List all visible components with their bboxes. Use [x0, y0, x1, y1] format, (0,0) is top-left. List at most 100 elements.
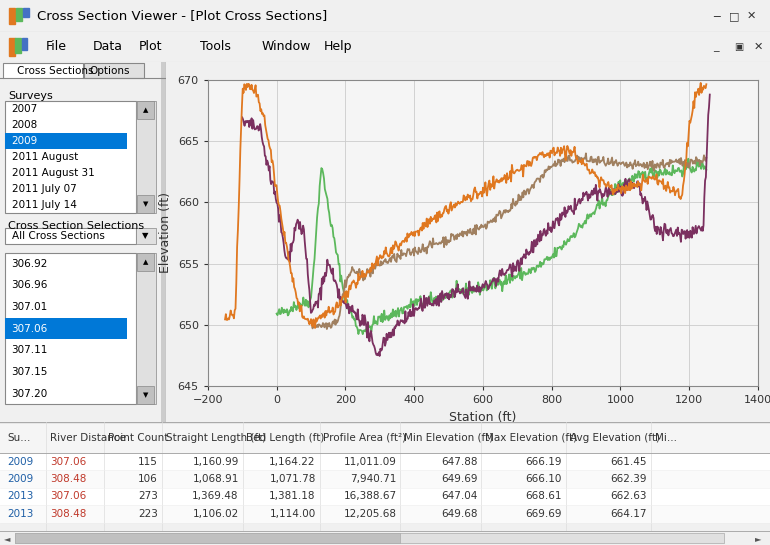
Text: Mi...: Mi...	[654, 433, 677, 443]
Text: 16,388.67: 16,388.67	[343, 492, 397, 501]
RM 307.06 - 2009	[625, 175, 634, 181]
RM 308.48 - 2013	[220, 316, 229, 323]
Text: 669.69: 669.69	[526, 509, 562, 519]
Text: Window: Window	[262, 40, 311, 53]
Text: 662.39: 662.39	[611, 474, 647, 484]
Text: □: □	[728, 11, 739, 21]
RM 307.06 - 2009	[505, 280, 514, 286]
Text: ▼: ▼	[142, 231, 149, 240]
Text: 2013: 2013	[8, 492, 34, 501]
Bar	[5, 133, 128, 149]
Bar	[0, 422, 770, 453]
Bar	[136, 101, 156, 213]
RM 308.48 - 2009	[306, 319, 316, 326]
RM 308.48 - 2013	[310, 325, 320, 331]
Text: 307.06: 307.06	[12, 324, 48, 334]
Text: 2011 August: 2011 August	[12, 152, 78, 162]
Text: 273: 273	[138, 492, 158, 501]
Text: ▼: ▼	[143, 201, 149, 207]
Text: All Cross Sections: All Cross Sections	[12, 231, 105, 241]
Text: Min Elevation (ft): Min Elevation (ft)	[404, 433, 494, 443]
Bar	[15, 38, 21, 53]
RM 307.06 - 2013	[450, 294, 459, 300]
RM 307.06 - 2009	[477, 287, 486, 294]
Text: ✕: ✕	[747, 11, 756, 21]
RM 307.06 - 2013	[551, 219, 560, 225]
RM 307.06 - 2009	[684, 155, 693, 162]
Text: File: File	[46, 40, 67, 53]
Bar	[5, 228, 136, 244]
Text: ✕: ✕	[754, 41, 763, 52]
Text: 649.68: 649.68	[441, 509, 477, 519]
Bar	[137, 101, 154, 119]
Line: RM 308.48 - 2009: RM 308.48 - 2009	[311, 153, 706, 329]
Text: Plot: Plot	[139, 40, 162, 53]
Text: ▲: ▲	[143, 107, 149, 113]
Bar	[5, 253, 136, 404]
Text: 106: 106	[138, 474, 158, 484]
Text: 2013: 2013	[8, 509, 34, 519]
Text: 2011 August 31: 2011 August 31	[12, 168, 95, 178]
Text: 647.88: 647.88	[441, 457, 477, 467]
Bar	[137, 195, 154, 213]
Text: Options: Options	[89, 65, 130, 76]
Bar	[0, 488, 770, 505]
Text: ▣: ▣	[735, 41, 744, 52]
Text: 2009: 2009	[12, 136, 38, 146]
RM 307.06 - 2009	[693, 161, 702, 167]
Bar	[85, 63, 144, 78]
RM 307.06 - 2013	[705, 92, 715, 98]
Bar	[15, 534, 400, 543]
Text: 306.92: 306.92	[12, 259, 48, 269]
Text: ◄: ◄	[5, 534, 11, 543]
Text: 307.06: 307.06	[50, 492, 86, 501]
Text: 1,160.99: 1,160.99	[192, 457, 239, 467]
Text: 668.61: 668.61	[526, 492, 562, 501]
Text: 115: 115	[138, 457, 158, 467]
Text: 1,369.48: 1,369.48	[192, 492, 239, 501]
RM 308.48 - 2013	[543, 150, 552, 156]
RM 307.06 - 2013	[514, 261, 523, 268]
Bar	[9, 38, 15, 56]
RM 308.48 - 2009	[632, 162, 641, 168]
Bar	[136, 228, 156, 244]
Text: Avg Elevation (ft): Avg Elevation (ft)	[570, 433, 660, 443]
Text: River Distance: River Distance	[50, 433, 126, 443]
RM 308.48 - 2009	[701, 155, 711, 161]
Text: Help: Help	[323, 40, 352, 53]
Line: RM 308.48 - 2013: RM 308.48 - 2013	[225, 83, 706, 328]
Text: 1,068.91: 1,068.91	[192, 474, 239, 484]
Bar	[0, 505, 770, 523]
Text: Cross Section Viewer - [Plot Cross Sections]: Cross Section Viewer - [Plot Cross Secti…	[37, 9, 327, 22]
RM 307.06 - 2013	[591, 190, 600, 197]
RM 308.48 - 2013	[306, 319, 315, 325]
Text: Point Count: Point Count	[108, 433, 168, 443]
Line: RM 307.06 - 2009: RM 307.06 - 2009	[276, 159, 706, 334]
Bar	[15, 534, 724, 543]
Text: 306.96: 306.96	[12, 280, 48, 290]
Text: 12,205.68: 12,205.68	[343, 509, 397, 519]
RM 307.06 - 2013	[238, 114, 247, 120]
Text: 1,381.18: 1,381.18	[270, 492, 316, 501]
Text: 307.20: 307.20	[12, 389, 48, 398]
Text: 307.11: 307.11	[12, 345, 48, 355]
Text: 2009: 2009	[8, 474, 34, 484]
RM 308.48 - 2009	[322, 326, 331, 332]
RM 308.48 - 2009	[497, 213, 507, 220]
RM 308.48 - 2013	[439, 210, 448, 216]
RM 308.48 - 2009	[581, 150, 591, 156]
Text: ▲: ▲	[143, 259, 149, 265]
RM 308.48 - 2013	[505, 174, 514, 181]
Text: 223: 223	[138, 509, 158, 519]
Bar	[137, 386, 154, 404]
X-axis label: Station (ft): Station (ft)	[449, 411, 517, 424]
Y-axis label: Elevation (ft): Elevation (ft)	[159, 192, 172, 274]
Bar	[161, 62, 166, 422]
Text: 308.48: 308.48	[50, 474, 86, 484]
Text: 307.01: 307.01	[12, 302, 48, 312]
Bar	[0, 453, 770, 470]
Bar	[136, 253, 156, 404]
RM 307.06 - 2013	[320, 270, 330, 276]
Bar	[16, 8, 22, 21]
RM 307.06 - 2009	[358, 331, 367, 337]
